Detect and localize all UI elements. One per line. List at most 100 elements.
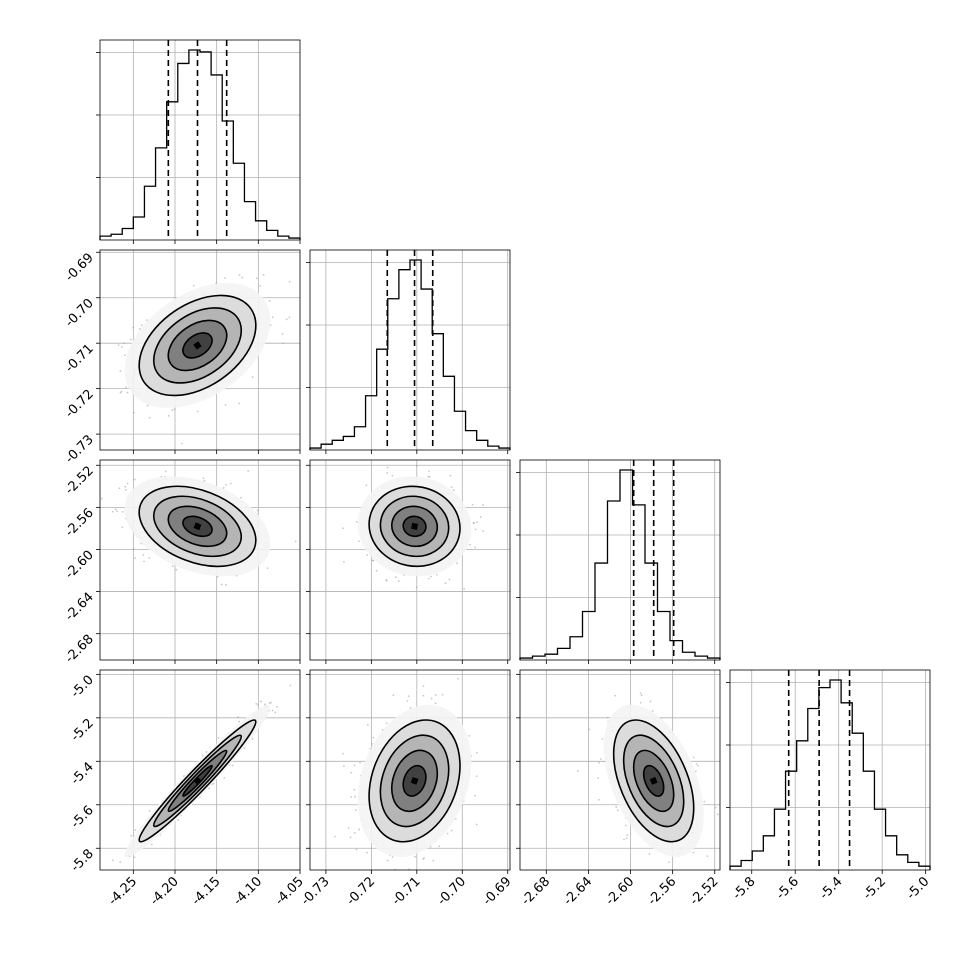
sample-point	[342, 765, 345, 767]
tick-label-y: -5.4	[68, 760, 97, 789]
sample-point	[259, 285, 261, 287]
joint-panel-2-3	[519, 669, 721, 871]
sample-point	[192, 284, 195, 287]
sample-point	[350, 771, 353, 774]
sample-point	[640, 694, 643, 697]
sample-point	[201, 754, 204, 757]
sample-point	[175, 568, 178, 571]
sample-point	[616, 809, 619, 812]
sample-point	[167, 414, 170, 417]
sample-point	[196, 410, 199, 413]
axes-frame	[99, 669, 301, 871]
tick-label-x: -2.56	[645, 874, 679, 908]
sample-point	[598, 798, 600, 801]
density-contour	[138, 719, 257, 843]
sample-point	[125, 386, 127, 389]
sample-point	[126, 482, 129, 485]
sample-point	[407, 695, 410, 698]
sample-point	[285, 318, 288, 321]
sample-point	[271, 316, 274, 319]
tick-label-x: -0.70	[435, 874, 469, 908]
sample-point	[386, 466, 389, 469]
axes-frame	[519, 669, 721, 871]
sample-point	[615, 806, 618, 808]
sample-point	[149, 462, 151, 464]
tick-label-y: -5.0	[68, 673, 97, 702]
sample-point	[342, 560, 345, 563]
sample-point	[415, 465, 418, 467]
sample-point	[342, 527, 344, 530]
sample-point	[145, 319, 148, 322]
sample-point	[625, 824, 627, 827]
sample-point	[217, 736, 220, 739]
density-contour	[152, 495, 243, 558]
sample-point	[100, 497, 103, 500]
sample-point	[695, 762, 698, 765]
tick-label-x: -4.25	[106, 874, 140, 908]
density-contour	[182, 764, 213, 797]
density-contour	[379, 495, 450, 558]
sample-point	[126, 391, 129, 394]
sample-point	[104, 887, 106, 889]
density-contour	[622, 734, 685, 828]
sample-point	[601, 738, 604, 740]
sample-point	[171, 565, 174, 568]
sample-point	[714, 806, 717, 809]
joint-panel-1-3	[309, 669, 511, 883]
sample-point	[220, 583, 223, 586]
axes-frame	[99, 459, 301, 661]
sample-point	[134, 829, 137, 831]
sample-point	[370, 742, 373, 745]
joint-panel-0-2	[99, 459, 301, 661]
sample-point	[181, 442, 183, 445]
sample-point	[288, 316, 291, 319]
sample-point	[438, 881, 440, 883]
sample-point	[386, 859, 389, 862]
tick-label-x: -4.05	[272, 874, 306, 908]
sample-point	[116, 510, 118, 513]
panel-content	[576, 692, 719, 864]
sample-point	[132, 548, 135, 550]
sample-point	[474, 528, 477, 531]
sample-point	[146, 404, 149, 407]
sample-point	[282, 342, 284, 345]
histogram-panel-2	[516, 459, 721, 661]
sample-point	[266, 567, 269, 570]
sample-point	[255, 703, 258, 705]
sample-point	[375, 569, 378, 572]
sample-point	[132, 411, 135, 414]
sample-point	[354, 809, 357, 812]
density-contour	[182, 332, 213, 359]
sample-point	[454, 818, 457, 820]
axes-frame	[729, 669, 931, 871]
sample-point	[357, 875, 359, 877]
sample-point	[599, 758, 602, 761]
sample-point	[222, 486, 225, 489]
sample-point	[432, 859, 435, 862]
density-contour	[391, 749, 439, 813]
sample-point	[469, 543, 471, 546]
sample-point	[354, 795, 356, 798]
sample-point	[177, 819, 180, 821]
sample-point	[446, 832, 449, 835]
sample-point	[202, 477, 205, 480]
tick-label-y: -2.64	[62, 590, 96, 624]
sample-point	[120, 390, 123, 393]
tick-label-x: -2.60	[603, 874, 637, 908]
sample-point	[449, 474, 452, 477]
density-contour	[167, 505, 228, 548]
histogram-steps	[99, 49, 301, 240]
sample-point	[355, 871, 357, 873]
sample-point	[112, 859, 114, 862]
sample-point	[434, 702, 437, 705]
tick-label-y: -0.73	[62, 432, 96, 466]
sample-point	[448, 578, 451, 581]
sample-point	[430, 697, 433, 700]
sample-point	[475, 823, 478, 826]
sample-point	[476, 751, 478, 754]
sample-point	[474, 794, 476, 797]
sample-point	[391, 856, 394, 858]
sample-point	[456, 562, 458, 565]
sample-point	[238, 274, 241, 276]
sample-point	[450, 829, 453, 832]
